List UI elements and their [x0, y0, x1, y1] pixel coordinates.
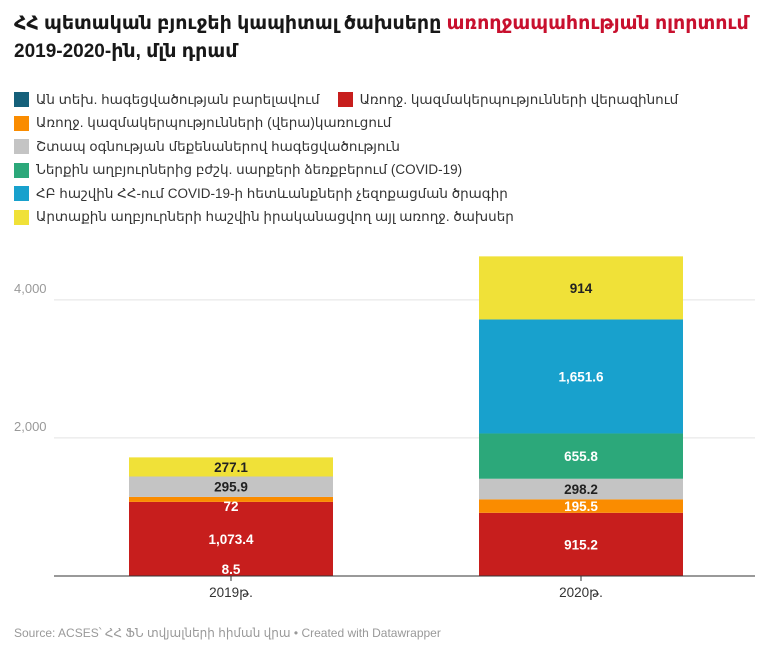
title-highlight: առողջապահության ոլորտում: [446, 13, 749, 34]
legend-item-5: Ներքին աղբյուրներից բժշկ. սարքերի ձեռքբե…: [14, 162, 462, 178]
title-part1: ՀՀ պետական բյուջեի կապիտալ ծախսերը: [14, 13, 447, 34]
y-tick-label: 4,000: [14, 281, 47, 296]
y-tick-label: 2,000: [14, 419, 47, 434]
x-tick-label: 2020թ.: [559, 585, 603, 600]
bar-segment: [479, 512, 683, 576]
footer-source: Source: ACSES՝ ՀՀ ՖՆ տվյալների հիման վրա…: [14, 626, 441, 640]
chart-title: ՀՀ պետական բյուջեի կապիտալ ծախսերը առողջ…: [14, 10, 754, 66]
legend-swatch-6: [14, 186, 29, 202]
legend-item-3: Առողջ. կազմակերպությունների (վերա)կառուց…: [14, 115, 391, 131]
legend-label-3: Առողջ. կազմակերպությունների (վերա)կառուց…: [36, 115, 392, 131]
data-label: 277.1: [214, 460, 248, 475]
legend-item-6: ՀԲ հաշվին ՀՀ-ում COVID-19-ի հետևանքների …: [14, 186, 508, 202]
bar-segment: [129, 496, 333, 502]
bar-segment: [479, 478, 683, 500]
bar-segment: [479, 433, 683, 479]
bar-segment: [479, 499, 683, 513]
data-label: 915.2: [564, 537, 598, 552]
legend-swatch-5: [14, 162, 29, 178]
data-label: 914: [570, 281, 593, 296]
data-label: 298.2: [564, 482, 598, 497]
legend-item-4: Շտապ օգնության մեքենաներով հագեցվածությո…: [14, 139, 400, 155]
legend-swatch-3: [14, 115, 29, 131]
legend-swatch-1: [14, 92, 29, 108]
legend-label-7: Արտաքին աղբյուրների հաշվին իրականացվող ա…: [36, 209, 514, 225]
data-label: 72: [223, 499, 238, 514]
x-tick-label: 2019թ.: [209, 585, 253, 600]
data-label: 195.5: [564, 499, 598, 514]
legend: Ան տեխ. հագեցվածության բարելավում Առողջ.…: [14, 88, 754, 229]
bar-segment: [129, 501, 333, 576]
title-part2: 2019-2020-ին, մլն դրամ: [14, 41, 238, 62]
legend-item-7: Արտաքին աղբյուրների հաշվին իրականացվող ա…: [14, 209, 514, 225]
data-label: 295.9: [214, 480, 248, 495]
data-label: 8.5: [222, 562, 241, 577]
legend-swatch-2: [337, 92, 353, 108]
data-label: 1,651.6: [558, 369, 604, 384]
bar-segment: [129, 476, 333, 497]
bar-segment: [479, 319, 683, 434]
legend-item-2: Առողջ. կազմակերպությունների վերազինում: [337, 91, 679, 108]
legend-label-5: Ներքին աղբյուրներից բժշկ. սարքերի ձեռքբե…: [36, 162, 463, 178]
legend-label-2: Առողջ. կազմակերպությունների վերազինում: [359, 91, 679, 107]
bar-segment: [129, 457, 333, 477]
data-label: 1,073.4: [208, 532, 254, 547]
legend-label-4: Շտապ օգնության մեքենաներով հագեցվածությո…: [36, 138, 400, 154]
legend-label-1: Ան տեխ. հագեցվածության բարելավում: [36, 91, 320, 107]
legend-swatch-7: [14, 209, 29, 225]
legend-label-6: ՀԲ հաշվին ՀՀ-ում COVID-19-ի հետևանքների …: [36, 185, 508, 201]
legend-item-1: Ան տեխ. հագեցվածության բարելավում: [14, 92, 320, 108]
data-label: 655.8: [564, 449, 598, 464]
legend-swatch-4: [14, 139, 29, 155]
bar-segment: [479, 256, 683, 320]
